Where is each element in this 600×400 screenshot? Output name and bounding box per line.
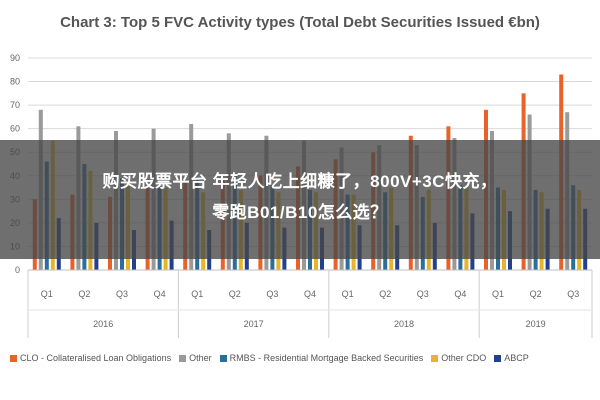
- x-tick-label: Q2: [379, 289, 391, 299]
- group-label: 2019: [526, 319, 546, 329]
- x-tick-label: Q3: [567, 289, 579, 299]
- chart-legend: CLO - Collateralised Loan Obligations Oth…: [10, 353, 600, 363]
- legend-item: ABCP: [494, 353, 529, 363]
- y-tick-label: 70: [10, 100, 20, 110]
- legend-swatch: [179, 355, 187, 363]
- legend-item: CLO - Collateralised Loan Obligations: [10, 353, 171, 363]
- article-title-overlay[interactable]: 购买股票平台 年轻人吃上细糠了，800V+3C快充， 零跑B01/B10怎么选？: [0, 140, 600, 259]
- legend-label: ABCP: [504, 353, 529, 363]
- x-tick-label: Q2: [530, 289, 542, 299]
- legend-swatch: [494, 355, 502, 363]
- legend-item: Other: [179, 353, 212, 363]
- legend-label: Other: [189, 353, 212, 363]
- article-title-line-1[interactable]: 购买股票平台 年轻人吃上细糠了，800V+3C快充，: [102, 172, 498, 191]
- legend-swatch: [431, 355, 439, 363]
- article-title[interactable]: 购买股票平台 年轻人吃上细糠了，800V+3C快充， 零跑B01/B10怎么选？: [10, 166, 590, 228]
- x-tick-label: Q1: [492, 289, 504, 299]
- group-label: 2016: [93, 319, 113, 329]
- y-tick-label: 80: [10, 77, 20, 87]
- legend-item: Other CDO: [431, 353, 486, 363]
- legend-label: Other CDO: [441, 353, 487, 363]
- legend-swatch: [10, 355, 17, 363]
- legend-label: CLO - Collateralised Loan Obligations: [20, 353, 172, 363]
- article-title-line-2[interactable]: 零跑B01/B10怎么选？: [212, 203, 388, 222]
- y-tick-label: 60: [10, 124, 20, 134]
- x-tick-label: Q4: [454, 289, 466, 299]
- group-label: 2018: [394, 319, 414, 329]
- x-tick-label: Q1: [41, 289, 53, 299]
- x-tick-label: Q3: [417, 289, 429, 299]
- chart-title: Chart 3: Top 5 FVC Activity types (Total…: [60, 14, 540, 31]
- x-tick-label: Q1: [342, 289, 354, 299]
- x-tick-label: Q3: [266, 289, 278, 299]
- legend-label: RMBS - Residential Mortgage Backed Secur…: [229, 353, 424, 363]
- legend-item: RMBS - Residential Mortgage Backed Secur…: [219, 353, 424, 363]
- group-label: 2017: [244, 319, 264, 329]
- x-tick-label: Q4: [154, 289, 166, 299]
- x-tick-label: Q2: [229, 289, 241, 299]
- legend-swatch: [219, 355, 227, 363]
- x-tick-label: Q2: [78, 289, 90, 299]
- x-tick-label: Q3: [116, 289, 128, 299]
- x-tick-label: Q4: [304, 289, 316, 299]
- y-tick-label: 90: [10, 53, 20, 63]
- x-tick-label: Q1: [191, 289, 203, 299]
- y-tick-label: 0: [15, 265, 20, 275]
